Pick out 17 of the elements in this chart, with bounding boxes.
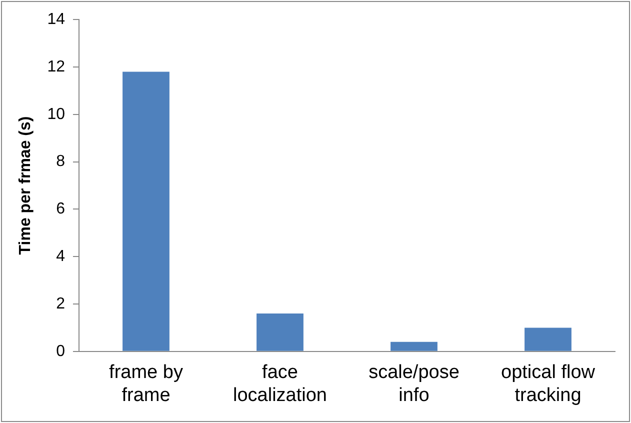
y-tick-label: 10 bbox=[47, 106, 66, 123]
bar bbox=[122, 72, 170, 351]
bar bbox=[256, 313, 304, 351]
x-tick-label: face localization bbox=[233, 362, 327, 406]
y-tick-label: 12 bbox=[47, 58, 66, 76]
y-tick-label: 14 bbox=[47, 11, 66, 28]
y-tick-label: 0 bbox=[56, 342, 66, 360]
bar bbox=[390, 342, 438, 351]
bar bbox=[524, 328, 572, 351]
y-tick-label: 4 bbox=[56, 248, 66, 266]
y-axis-title: Time per frmae (s) bbox=[17, 116, 34, 255]
y-tick-label: 6 bbox=[56, 200, 66, 218]
x-tick-label: optical flow tracking bbox=[501, 362, 596, 406]
y-tick-label: 8 bbox=[56, 153, 66, 170]
x-tick-label: frame by frame bbox=[109, 362, 184, 406]
y-tick-label: 2 bbox=[56, 295, 66, 312]
x-tick-label: scale/pose info bbox=[368, 362, 460, 406]
